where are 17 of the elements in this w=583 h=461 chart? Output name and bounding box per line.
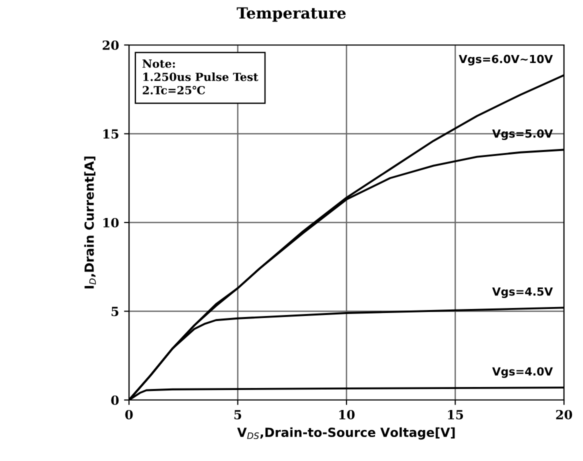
x-tick-label: 0 — [125, 410, 133, 420]
x-axis-title: V$_{DS}$,Drain-to-Source Voltage[V] — [237, 427, 455, 440]
y-tick-label: 0 — [111, 395, 119, 405]
x-tick-label: 20 — [556, 410, 572, 420]
chart-title: Temperature — [236, 7, 346, 22]
y-tick-label: 20 — [102, 40, 119, 50]
annotation: Note: 1.250us Pulse Test 2.Tc=25℃ — [142, 60, 258, 94]
x-tick-label: 15 — [448, 410, 463, 420]
y-tick-label: 10 — [103, 218, 119, 228]
x-tick-label: 10 — [339, 410, 355, 420]
series-label: Vgs=4.5V — [492, 287, 553, 298]
y-tick-label: 5 — [112, 306, 118, 316]
y-axis-title: I$_{D}$,Drain Current[A] — [84, 156, 96, 288]
y-tick-label: 15 — [103, 129, 118, 139]
x-tick-label: 5 — [234, 410, 242, 420]
series-label: Vgs=4.0V — [492, 367, 553, 378]
series-label: Vgs=6.0V~10V — [458, 54, 553, 66]
